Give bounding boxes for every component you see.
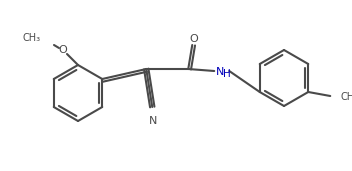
Text: CH₃: CH₃ [340, 92, 352, 102]
Text: N: N [216, 67, 225, 77]
Text: CH₃: CH₃ [23, 33, 41, 43]
Text: O: O [59, 45, 67, 55]
Text: O: O [190, 34, 199, 44]
Text: H: H [224, 69, 231, 79]
Text: N: N [149, 116, 157, 126]
